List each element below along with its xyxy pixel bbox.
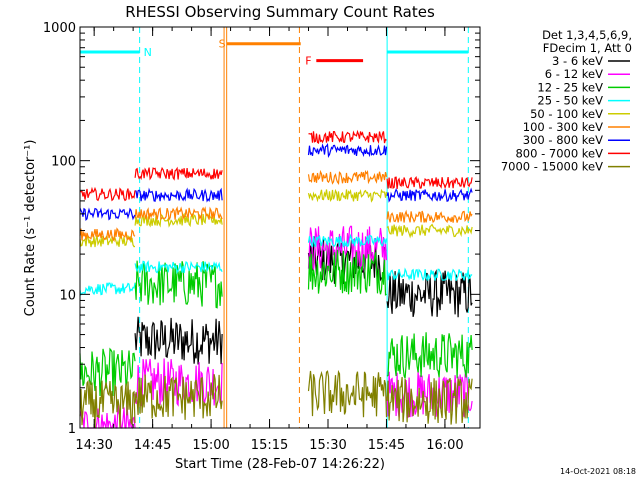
x-axis-label: Start Time (28-Feb-07 14:26:22) [175, 457, 385, 472]
series-line [308, 129, 387, 145]
legend-entry: 100 - 300 keV [523, 120, 603, 134]
flag-label: N [144, 46, 152, 59]
x-tick-label: 16:00 [426, 438, 463, 453]
y-tick-label: 1000 [43, 21, 76, 36]
legend-entry: 50 - 100 keV [530, 107, 603, 121]
series-line [79, 207, 136, 221]
series-line [134, 206, 223, 222]
series-line [134, 260, 223, 309]
timestamp: 14-Oct-2021 08:18 [560, 467, 636, 476]
x-tick-label: 14:30 [75, 438, 112, 453]
series-line [307, 188, 388, 203]
plot-series [79, 129, 473, 430]
series-line [307, 169, 388, 185]
series-line [386, 269, 473, 318]
series-12-25-kev [79, 249, 473, 397]
x-axis: 14:30 14:45 15:00 15:15 15:30 15:45 16:00 [75, 27, 465, 453]
series-800-7000-kev [79, 129, 473, 202]
flag-bars: N S F [80, 38, 469, 68]
y-tick-label: 100 [51, 155, 76, 170]
series-line [79, 186, 136, 202]
flag-label: F [305, 55, 311, 68]
x-tick-label: 15:45 [368, 438, 405, 453]
legend: Det 1,3,4,5,6,9,FDecim 1, Att 03 - 6 keV… [501, 28, 632, 174]
series-300-800-kev [79, 142, 473, 221]
series-line [134, 316, 223, 365]
flag-label: S [219, 38, 226, 51]
series-line [386, 176, 473, 190]
x-tick-label: 15:30 [309, 438, 346, 453]
series-line [386, 209, 473, 224]
series-line [79, 379, 136, 429]
series-line [386, 187, 473, 203]
series-line [386, 267, 473, 282]
legend-entry: 25 - 50 keV [537, 94, 603, 108]
series-line [134, 166, 223, 181]
series-line [79, 347, 136, 397]
legend-header: Det 1,3,4,5,6,9, [542, 28, 632, 42]
series-line [386, 332, 473, 379]
x-tick-label: 14:45 [134, 438, 171, 453]
y-axis-label: Count Rate (s⁻¹ detector⁻¹) [23, 140, 38, 317]
x-tick-label: 15:00 [192, 438, 229, 453]
plot-frame [79, 26, 481, 429]
series-line [79, 227, 136, 242]
series-line [134, 374, 223, 420]
y-axis: 1 10 100 1000 [43, 21, 480, 437]
legend-entry: 7000 - 15000 keV [501, 160, 603, 174]
series-25-50-kev [79, 233, 473, 296]
series-line [134, 358, 223, 407]
series-line [307, 369, 388, 418]
series-7000-15000-kev [79, 369, 473, 429]
y-tick-label: 1 [68, 422, 76, 437]
series-line [307, 249, 387, 296]
series-100-300-kev [79, 169, 473, 242]
legend-entry: 3 - 6 keV [552, 54, 603, 68]
legend-header: FDecim 1, Att 0 [543, 41, 632, 55]
legend-entry: 800 - 7000 keV [515, 146, 603, 160]
chart-title: RHESSI Observing Summary Count Rates [125, 3, 435, 21]
x-tick-label: 15:15 [251, 438, 288, 453]
legend-entry: 6 - 12 keV [545, 67, 603, 81]
legend-entry: 12 - 25 keV [537, 80, 603, 94]
series-line [79, 282, 136, 296]
legend-entry: 300 - 800 keV [523, 133, 603, 147]
series-line [134, 260, 223, 275]
series-line [307, 233, 388, 248]
series-line [307, 142, 388, 158]
series-line [386, 376, 473, 425]
series-line [134, 187, 223, 203]
y-tick-label: 10 [59, 288, 76, 303]
series-line [386, 223, 473, 239]
series-50-100-kev [79, 188, 473, 248]
series-line [79, 234, 136, 248]
